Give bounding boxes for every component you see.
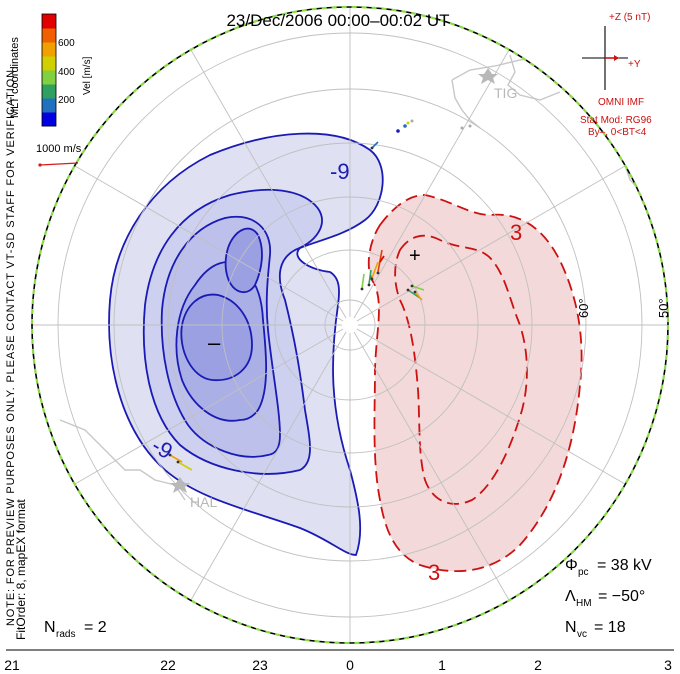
mlt-axis: 21 22 23 0 1 2 3 bbox=[4, 649, 674, 673]
meridian-grid bbox=[32, 7, 668, 643]
stat-nrads-value: = 2 bbox=[84, 619, 107, 636]
plot-title: 23/Dec/2006 00:00–00:02 UT bbox=[226, 11, 449, 30]
mlt-tick-23: 23 bbox=[252, 657, 268, 673]
neg-contour-5b bbox=[180, 293, 253, 381]
stat-phi-pc: Φ pc = 38 kV bbox=[565, 557, 652, 578]
colorbar-frame bbox=[41, 13, 57, 127]
colorbar-swatch bbox=[42, 56, 56, 71]
mlt-tick-3: 3 bbox=[664, 657, 672, 673]
colorbar-tick-200: 200 bbox=[58, 95, 75, 106]
stat-lambda-sub: HM bbox=[576, 598, 592, 609]
colorbar-swatch bbox=[42, 98, 56, 113]
colorbar-swatch bbox=[42, 84, 56, 99]
potential-min-marker: – bbox=[208, 330, 221, 355]
station-tig-label: TIG bbox=[494, 85, 517, 101]
negative-convection-cell bbox=[108, 132, 384, 556]
stat-lambda-hm: Λ HM = −50° bbox=[565, 588, 645, 609]
stat-phi-symbol: Φ bbox=[565, 557, 578, 574]
potential-max-marker: + bbox=[409, 245, 421, 267]
stat-n-vc: N vc = 18 bbox=[565, 619, 626, 640]
imf-clock bbox=[582, 26, 628, 90]
colorbar-swatch bbox=[42, 14, 56, 29]
station-hal-label: HAL bbox=[190, 494, 217, 510]
velocity-vectors bbox=[169, 141, 425, 471]
station-tig-marker bbox=[478, 68, 498, 84]
imf-y-label: +Y bbox=[628, 59, 641, 70]
velocity-colorbar bbox=[41, 13, 57, 127]
mlt-tick-21: 21 bbox=[4, 657, 20, 673]
imf-z-label: +Z (5 nT) bbox=[609, 12, 650, 23]
stat-model-label: Stat Mod: RG96 bbox=[580, 115, 652, 126]
pole-marker bbox=[342, 317, 358, 333]
colorbar-swatch bbox=[42, 42, 56, 57]
lat-label-50: 50° bbox=[656, 298, 671, 318]
colorbar-swatch bbox=[42, 70, 56, 85]
reference-vector-origin bbox=[38, 163, 42, 167]
stat-n-rads: N rads = 2 bbox=[44, 619, 107, 640]
contour-label-neg-1: -9 bbox=[330, 159, 350, 184]
mlt-tick-0: 0 bbox=[346, 657, 354, 673]
stat-lambda-value: = −50° bbox=[598, 588, 645, 605]
colorbar-swatch bbox=[42, 112, 56, 127]
colorbar-tick-400: 400 bbox=[58, 67, 75, 78]
heppner-maynard-boundary-green bbox=[30, 5, 670, 645]
fit-order-note: FitOrder: 8, mapEX format bbox=[14, 499, 28, 640]
stat-nvc-symbol: N bbox=[565, 619, 577, 636]
stat-phi-value: = 38 kV bbox=[597, 557, 652, 574]
stat-nvc-sub: vc bbox=[577, 629, 587, 640]
reference-vector bbox=[39, 162, 79, 166]
colorbar-swatch bbox=[42, 28, 56, 43]
positive-convection-cell bbox=[367, 194, 583, 572]
stat-lambda-symbol: Λ bbox=[565, 588, 576, 605]
colorbar-tick-600: 600 bbox=[58, 38, 75, 49]
imf-source-label: OMNI IMF bbox=[598, 97, 644, 108]
vector-origins bbox=[168, 146, 417, 464]
preview-note: NOTE: FOR PREVIEW PURPOSES ONLY. PLEASE … bbox=[5, 66, 17, 626]
mlt-tick-2: 2 bbox=[534, 657, 542, 673]
stat-nvc-value: = 18 bbox=[594, 619, 626, 636]
scatter-dots bbox=[396, 119, 472, 133]
mlt-tick-1: 1 bbox=[438, 657, 446, 673]
coordinate-system-label: MLT coordinates bbox=[9, 37, 21, 118]
colorbar-label: Vel [m/s] bbox=[82, 56, 93, 95]
neg-contour-5a bbox=[224, 227, 263, 294]
lat-label-60: 60° bbox=[576, 298, 591, 318]
contour-label-pos-1: 3 bbox=[510, 220, 522, 245]
reference-vector-label: 1000 m/s bbox=[36, 143, 82, 155]
imf-condition-label: By–, 0<BT<4 bbox=[588, 127, 647, 138]
stat-nrads-symbol: N bbox=[44, 619, 56, 636]
map-area bbox=[32, 7, 668, 643]
stat-phi-sub: pc bbox=[578, 567, 589, 578]
mlt-tick-22: 22 bbox=[160, 657, 176, 673]
stat-nrads-sub: rads bbox=[56, 629, 75, 640]
station-hal-marker bbox=[170, 477, 190, 493]
contour-label-pos-2: 3 bbox=[428, 560, 440, 585]
